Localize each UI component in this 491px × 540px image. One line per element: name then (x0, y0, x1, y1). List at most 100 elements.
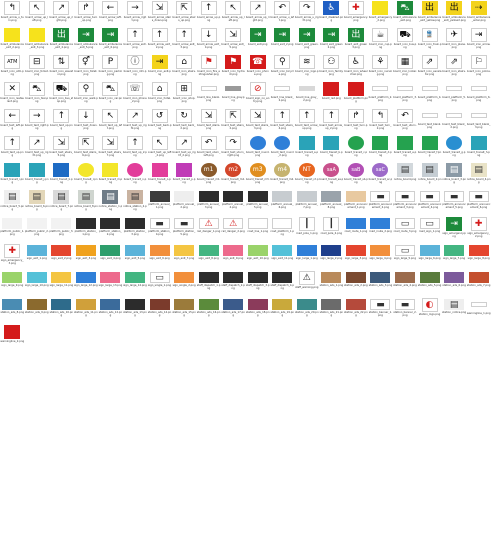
file-tile[interactable]: ▤ notice_board_8.png (74, 189, 99, 216)
file-tile[interactable]: ≋ board_icon_logo.png (295, 54, 320, 81)
file-tile[interactable]: station_ads_8.png (0, 297, 25, 324)
file-tile[interactable]: board_transit_j.png (25, 162, 50, 189)
file-tile[interactable]: ↶ board_arrow_u_left.png (270, 0, 295, 27)
file-tile[interactable]: ↑ board_text_stairs_4.png (270, 108, 295, 135)
file-tile[interactable]: ⚠ rail_danger_1.png (196, 216, 221, 243)
file-tile[interactable]: ▦ board_icon_locker.png (393, 54, 418, 81)
file-tile[interactable]: platform_public_3.png (49, 216, 74, 243)
file-tile[interactable]: sign_large_8.png (466, 243, 491, 270)
file-tile[interactable]: ✚ board_emergency.png (344, 0, 369, 27)
file-tile[interactable]: ↗ board_text_up_right.png (25, 135, 50, 162)
file-tile[interactable]: ☕ board_icon_cup.png (368, 27, 393, 54)
file-tile[interactable]: ▬ station_banner_2.png (393, 297, 418, 324)
file-tile[interactable]: ▭ road_sign_1.png (417, 216, 442, 243)
file-tile[interactable]: platform_public_1.png (0, 216, 25, 243)
file-tile[interactable]: board_transit_d.png (368, 135, 393, 162)
file-tile[interactable]: board_platform_5.png (442, 81, 467, 108)
file-tile[interactable]: ▭ road_route_3.png (393, 216, 418, 243)
file-tile[interactable]: platform_station_2.png (98, 216, 123, 243)
file-tile[interactable]: ▬ platform_announcement_6.png (466, 189, 491, 216)
file-tile[interactable]: sign_large_12.png (74, 270, 99, 297)
file-tile[interactable]: ⇱ board_text_stairs_2.png (221, 108, 246, 135)
file-tile[interactable]: ↰ board_text_turn_2.png (368, 108, 393, 135)
file-tile[interactable]: board_ambulance_exit_3.png (25, 27, 50, 54)
file-tile[interactable]: warningline_1.png (466, 297, 491, 324)
file-tile[interactable]: sign_exit_8.png (196, 243, 221, 270)
file-tile[interactable]: ▤ station_notice.png (442, 297, 467, 324)
file-tile[interactable]: station_ads_15.png (172, 297, 197, 324)
file-tile[interactable]: sign_exit_2.png (49, 243, 74, 270)
file-tile[interactable]: sign_exit_5.png (123, 243, 148, 270)
file-tile[interactable]: road_platform_1.png (270, 216, 295, 243)
file-tile[interactable]: ⇲ board_text_stairs_3.png (245, 108, 270, 135)
file-tile[interactable]: ↶ board_text_uturn_left.png (196, 135, 221, 162)
file-tile[interactable]: board_transit_c.png (344, 135, 369, 162)
file-tile[interactable]: board_platform_4.png (417, 81, 442, 108)
file-tile[interactable]: board_transit_l.png (74, 162, 99, 189)
file-tile[interactable]: ↗ board_arrow_up_right.png (49, 0, 74, 27)
file-tile[interactable]: sign_large_11.png (49, 270, 74, 297)
file-tile[interactable]: platform_annual_4.png (221, 189, 246, 216)
file-tile[interactable]: → board_arrow_right.png (123, 0, 148, 27)
file-tile[interactable]: ▬ platform_station_4.png (147, 216, 172, 243)
file-tile[interactable]: m2 board_transit_m2.png (221, 162, 246, 189)
file-tile[interactable]: platform_annual_1.png (147, 189, 172, 216)
file-tile[interactable]: board_line_grey_2.png (295, 81, 320, 108)
file-tile[interactable]: board_text_round_2.png (270, 135, 295, 162)
file-tile[interactable]: road_line_1.png (245, 216, 270, 243)
file-tile[interactable]: ▬ station_banner_1.png (368, 297, 393, 324)
file-tile[interactable]: ▤ notice_board.png (393, 162, 418, 189)
file-tile[interactable]: sign_large_3.png (344, 243, 369, 270)
file-tile[interactable]: station_ads_1.png (319, 270, 344, 297)
file-tile[interactable]: sign_exit_3.png (74, 243, 99, 270)
file-tile[interactable]: sign_exit_7.png (172, 243, 197, 270)
file-tile[interactable]: 出 board_ambulance_exit_yellow.png (417, 0, 442, 27)
file-tile[interactable]: board_transit_b.png (319, 135, 344, 162)
file-tile[interactable]: ▬ platform_announcement_4.png (417, 189, 442, 216)
file-tile[interactable]: platform_station_1.png (74, 216, 99, 243)
file-tile[interactable]: station_ads_7.png (466, 270, 491, 297)
file-tile[interactable]: board_transit_f.png (417, 135, 442, 162)
file-tile[interactable]: board_text_blank_3.png (466, 108, 491, 135)
file-tile[interactable]: ⚠ rail_danger_2.png (221, 216, 246, 243)
file-tile[interactable]: ┃ road_pole_1.png (295, 216, 320, 243)
file-tile[interactable]: ▤ notice_board_4.png (466, 162, 491, 189)
file-tile[interactable]: ↗ board_arrow_up_right.png (245, 0, 270, 27)
file-tile[interactable]: ⌂ board_icon_hotel.png (147, 81, 172, 108)
file-tile[interactable]: sign_exit_6.png (147, 243, 172, 270)
file-tile[interactable]: ↓ board_arrow_exit_4.png (196, 27, 221, 54)
file-tile[interactable]: station_ads_13.png (123, 297, 148, 324)
file-tile[interactable]: ↻ board_text_back_2.png (172, 108, 197, 135)
file-tile[interactable]: platform_station_3.png (123, 216, 148, 243)
file-tile[interactable]: ⚑ board_icon_hydrant.png (221, 54, 246, 81)
file-tile[interactable]: ⇥ board_exit_2.png (270, 27, 295, 54)
file-tile[interactable]: board_transit_g.png (442, 135, 467, 162)
file-tile[interactable]: ┃ road_pole_2.png (319, 216, 344, 243)
file-tile[interactable]: ↗ board_text_up_right.png (123, 108, 148, 135)
file-tile[interactable]: ⇥ board_icon_exit.png (147, 54, 172, 81)
file-tile[interactable]: ▤ notice_station_2.png (123, 189, 148, 216)
file-tile[interactable]: station_ads_3.png (368, 270, 393, 297)
file-tile[interactable]: ⇱ board_text_stairs_6.png (74, 135, 99, 162)
file-tile[interactable]: m4 board_transit_m4.png (270, 162, 295, 189)
file-tile[interactable]: road_route_2.png (368, 216, 393, 243)
file-tile[interactable]: ⚲ board_icon_walk.png (74, 81, 99, 108)
file-tile[interactable]: sign_exit_9.png (221, 243, 246, 270)
file-tile[interactable]: ↖ board_text_up_left.png (98, 108, 123, 135)
file-tile[interactable]: station_ads_5.png (417, 270, 442, 297)
file-tile[interactable]: board_red.png (319, 81, 344, 108)
file-tile[interactable]: ✚ sign_emergency_2.png (466, 216, 491, 243)
file-tile[interactable]: station_ads_2.png (344, 270, 369, 297)
file-tile[interactable]: platform_public_2.png (25, 216, 50, 243)
file-tile[interactable]: ⇱ board_arrow_stairs_up.png (172, 0, 197, 27)
file-tile[interactable]: platform_annual_7.png (295, 189, 320, 216)
file-tile[interactable]: → board_text_right.png (25, 108, 50, 135)
file-tile[interactable]: ⊞ board_icon_shop.png (172, 81, 197, 108)
file-tile[interactable]: station_ads_16.png (196, 297, 221, 324)
file-tile[interactable]: sign_large_4.png (368, 243, 393, 270)
file-tile[interactable]: platform_annual_5.png (245, 189, 270, 216)
file-tile[interactable]: sign_exit_1.png (25, 243, 50, 270)
file-tile[interactable]: ↑ board_arrow_up.png (196, 0, 221, 27)
file-tile[interactable]: ⇥ board_ambulance_exit_5.png (74, 27, 99, 54)
